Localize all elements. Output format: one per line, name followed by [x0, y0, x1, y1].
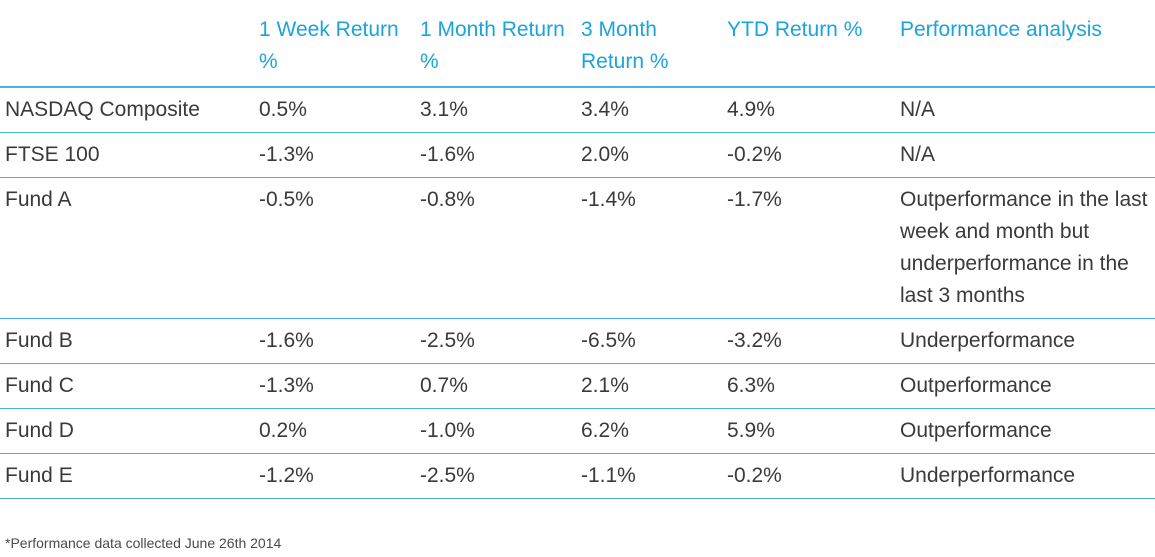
ytd-return-cell: -3.2%: [722, 318, 895, 364]
table-row: Fund C -1.3% 0.7% 2.1% 6.3% Outperformance: [0, 363, 1155, 409]
table-body: NASDAQ Composite 0.5% 3.1% 3.4% 4.9% N/A FTSE …: [0, 87, 1155, 499]
table-row: FTSE 100 -1.3% -1.6% 2.0% -0.2% N/A: [0, 132, 1155, 178]
week-return-cell: -1.2%: [254, 453, 415, 499]
analysis-cell: N/A: [895, 132, 1155, 178]
analysis-cell: Underperformance: [895, 318, 1155, 364]
month-return-cell: -0.8%: [415, 177, 576, 319]
three-month-return-cell: -6.5%: [576, 318, 722, 364]
three-month-return-cell: 2.0%: [576, 132, 722, 178]
table-row: Fund D 0.2% -1.0% 6.2% 5.9% Outperformance: [0, 408, 1155, 454]
header-row: 1 Week Return % 1 Month Return % 3 Month…: [0, 8, 1155, 88]
ytd-return-cell: 4.9%: [722, 87, 895, 133]
row-label: Fund B: [0, 318, 254, 364]
week-return-cell: -1.3%: [254, 132, 415, 178]
week-return-cell: 0.5%: [254, 87, 415, 133]
month-return-cell: -1.0%: [415, 408, 576, 454]
table-row: Fund E -1.2% -2.5% -1.1% -0.2% Underperforman…: [0, 453, 1155, 499]
row-label: Fund A: [0, 177, 254, 319]
row-label: Fund E: [0, 453, 254, 499]
column-header-performance-analysis: Performance analysis: [895, 8, 1155, 88]
three-month-return-cell: 6.2%: [576, 408, 722, 454]
column-header-1-month-return: 1 Month Return %: [415, 8, 576, 88]
analysis-cell: Outperformance in the last week and mont…: [895, 177, 1155, 319]
ytd-return-cell: -1.7%: [722, 177, 895, 319]
week-return-cell: -0.5%: [254, 177, 415, 319]
month-return-cell: 3.1%: [415, 87, 576, 133]
ytd-return-cell: -0.2%: [722, 132, 895, 178]
column-header-1-week-return: 1 Week Return %: [254, 8, 415, 88]
three-month-return-cell: -1.1%: [576, 453, 722, 499]
three-month-return-cell: -1.4%: [576, 177, 722, 319]
row-label: Fund C: [0, 363, 254, 409]
month-return-cell: 0.7%: [415, 363, 576, 409]
row-label: Fund D: [0, 408, 254, 454]
three-month-return-cell: 2.1%: [576, 363, 722, 409]
column-header-name: [0, 8, 254, 88]
month-return-cell: -2.5%: [415, 453, 576, 499]
table-row: Fund B -1.6% -2.5% -6.5% -3.2% Underperforman…: [0, 318, 1155, 364]
analysis-cell: Underperformance: [895, 453, 1155, 499]
row-label: FTSE 100: [0, 132, 254, 178]
analysis-cell: N/A: [895, 87, 1155, 133]
table-row: Fund A -0.5% -0.8% -1.4% -1.7% Outperformance…: [0, 177, 1155, 319]
table-row: NASDAQ Composite 0.5% 3.1% 3.4% 4.9% N/A: [0, 87, 1155, 133]
three-month-return-cell: 3.4%: [576, 87, 722, 133]
month-return-cell: -1.6%: [415, 132, 576, 178]
column-header-ytd-return: YTD Return %: [722, 8, 895, 88]
week-return-cell: 0.2%: [254, 408, 415, 454]
performance-table: 1 Week Return % 1 Month Return % 3 Month…: [0, 8, 1155, 499]
analysis-cell: Outperformance: [895, 363, 1155, 409]
ytd-return-cell: 5.9%: [722, 408, 895, 454]
month-return-cell: -2.5%: [415, 318, 576, 364]
week-return-cell: -1.6%: [254, 318, 415, 364]
week-return-cell: -1.3%: [254, 363, 415, 409]
ytd-return-cell: 6.3%: [722, 363, 895, 409]
row-label: NASDAQ Composite: [0, 87, 254, 133]
footnote: *Performance data collected June 26th 20…: [5, 535, 282, 551]
ytd-return-cell: -0.2%: [722, 453, 895, 499]
column-header-3-month-return: 3 Month Return %: [576, 8, 722, 88]
analysis-cell: Outperformance: [895, 408, 1155, 454]
